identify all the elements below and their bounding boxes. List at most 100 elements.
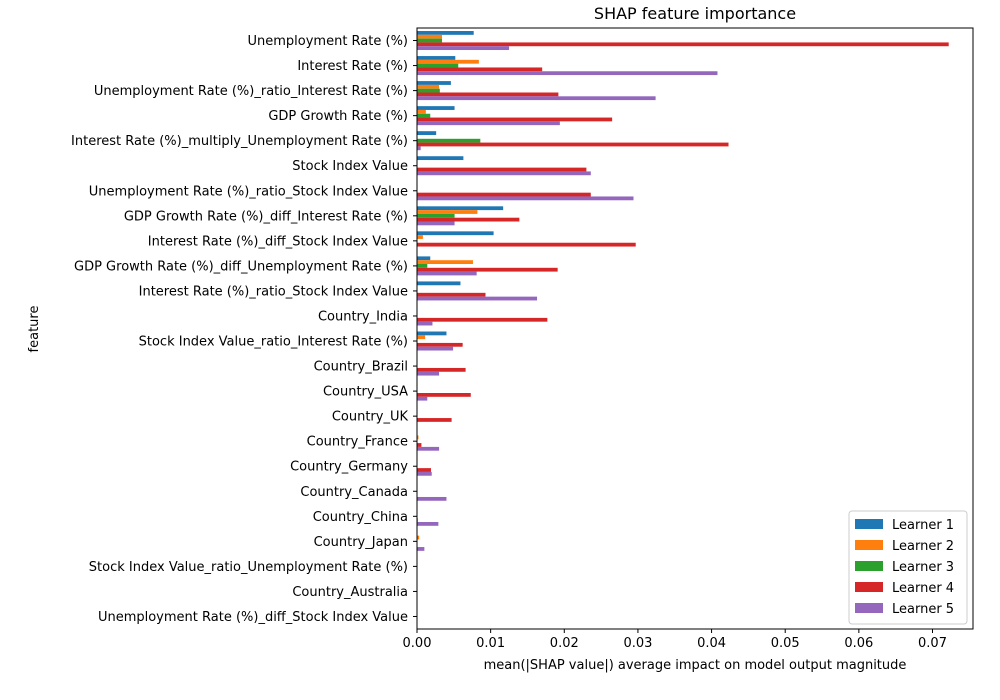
bar-learner-5-4 bbox=[417, 146, 421, 151]
bar-learner-2-0 bbox=[417, 34, 443, 39]
bar-learner-2-1 bbox=[417, 59, 479, 64]
bar-learner-4-16 bbox=[417, 443, 422, 447]
legend-swatch bbox=[855, 519, 883, 529]
y-tick-label: Stock Index Value_ratio_Unemployment Rat… bbox=[89, 560, 408, 575]
y-tick-label: Country_Germany bbox=[290, 460, 408, 475]
y-tick-label: Unemployment Rate (%)_diff_Stock Index V… bbox=[98, 610, 408, 625]
y-tick-label: Country_France bbox=[307, 435, 408, 450]
bar-learner-4-7 bbox=[417, 217, 520, 222]
bar-learner-3-0 bbox=[417, 38, 443, 43]
legend-label: Learner 3 bbox=[892, 560, 954, 575]
bar-learner-4-5 bbox=[417, 167, 587, 172]
bar-learner-5-9 bbox=[417, 271, 477, 276]
bar-learner-3-7 bbox=[417, 213, 455, 218]
bar-learner-4-9 bbox=[417, 267, 558, 272]
bar-learner-5-14 bbox=[417, 396, 428, 401]
bar-learner-2-12 bbox=[417, 335, 426, 340]
y-tick-label: Unemployment Rate (%)_ratio_Stock Index … bbox=[89, 184, 408, 199]
y-tick-label: Unemployment Rate (%) bbox=[248, 34, 409, 49]
bar-learner-1-4 bbox=[417, 131, 437, 135]
x-tick-label: 0.07 bbox=[918, 636, 947, 651]
bar-learner-4-13 bbox=[417, 367, 466, 372]
bar-learner-5-1 bbox=[417, 71, 718, 76]
x-tick-label: 0.00 bbox=[403, 636, 432, 651]
bar-learner-2-20 bbox=[417, 535, 420, 540]
bar-learner-1-10 bbox=[417, 281, 461, 286]
bar-learner-3-9 bbox=[417, 264, 428, 268]
bar-learner-4-2 bbox=[417, 92, 559, 97]
bar-learner-4-14 bbox=[417, 393, 471, 397]
bar-learner-5-12 bbox=[417, 346, 454, 351]
legend-swatch bbox=[855, 582, 883, 592]
bar-learner-1-8 bbox=[417, 231, 494, 236]
bar-learner-2-3 bbox=[417, 109, 426, 114]
y-tick-label: Interest Rate (%)_diff_Stock Index Value bbox=[148, 234, 408, 249]
bar-learner-4-4 bbox=[417, 142, 729, 147]
bar-learner-1-7 bbox=[417, 206, 504, 211]
bar-learner-4-1 bbox=[417, 67, 543, 72]
bar-learner-1-3 bbox=[417, 106, 455, 110]
bar-learner-4-3 bbox=[417, 117, 613, 122]
x-axis-ticks: 0.00 0.01 0.02 0.03 0.04 0.05 0.06 0.07 bbox=[403, 629, 947, 651]
x-tick-label: 0.02 bbox=[550, 636, 579, 651]
bar-learner-2-9 bbox=[417, 260, 473, 264]
y-tick-label: Country_Canada bbox=[300, 485, 408, 500]
bar-learner-5-0 bbox=[417, 46, 510, 51]
bar-learner-5-17 bbox=[417, 471, 432, 476]
y-tick-label: Country_Australia bbox=[292, 585, 408, 600]
y-tick-label: Stock Index Value_ratio_Interest Rate (%… bbox=[139, 335, 408, 350]
bar-learner-5-3 bbox=[417, 121, 560, 126]
legend-label: Learner 4 bbox=[892, 581, 954, 596]
bar-learner-3-2 bbox=[417, 88, 440, 93]
bar-learner-5-6 bbox=[417, 196, 634, 201]
bar-learner-4-10 bbox=[417, 292, 486, 297]
legend: Learner 1 Learner 2 Learner 3 Learner 4 Lear… bbox=[848, 510, 968, 625]
y-tick-label: Interest Rate (%) bbox=[297, 59, 408, 74]
y-axis-label: feature bbox=[27, 306, 42, 353]
bar-learner-5-20 bbox=[417, 547, 425, 551]
bar-learner-4-12 bbox=[417, 342, 463, 347]
y-tick-label: Interest Rate (%)_ratio_Stock Index Valu… bbox=[139, 284, 408, 299]
y-tick-label: GDP Growth Rate (%)_diff_Unemployment Ra… bbox=[74, 259, 408, 274]
bar-learner-4-17 bbox=[417, 468, 431, 472]
y-tick-label: Stock Index Value bbox=[292, 159, 408, 174]
bar-learner-2-7 bbox=[417, 210, 478, 214]
legend-swatch bbox=[855, 603, 883, 613]
legend-swatch bbox=[855, 540, 883, 550]
y-tick-label: Country_India bbox=[318, 309, 408, 324]
x-tick-label: 0.03 bbox=[623, 636, 652, 651]
bar-learner-2-2 bbox=[417, 84, 440, 89]
y-tick-label: Country_USA bbox=[323, 385, 408, 400]
legend-label: Learner 1 bbox=[892, 518, 954, 533]
bar-learner-5-10 bbox=[417, 296, 538, 301]
bar-learner-4-0 bbox=[417, 42, 949, 47]
x-axis-label: mean(|SHAP value|) average impact on mod… bbox=[484, 658, 907, 673]
y-tick-label: Country_Brazil bbox=[314, 360, 408, 375]
y-tick-label: GDP Growth Rate (%) bbox=[268, 109, 408, 124]
bar-learner-5-11 bbox=[417, 321, 433, 326]
bars-group bbox=[417, 31, 949, 551]
bar-learner-5-18 bbox=[417, 496, 447, 501]
bar-learner-4-15 bbox=[417, 418, 452, 422]
bar-learner-3-1 bbox=[417, 63, 459, 68]
bar-learner-4-11 bbox=[417, 317, 548, 322]
legend-label: Learner 2 bbox=[892, 539, 954, 554]
chart-title: SHAP feature importance bbox=[594, 4, 796, 23]
bar-learner-5-7 bbox=[417, 221, 455, 226]
x-tick-label: 0.05 bbox=[771, 636, 800, 651]
bar-learner-5-5 bbox=[417, 171, 591, 176]
legend-label: Learner 5 bbox=[892, 602, 954, 617]
y-tick-label: GDP Growth Rate (%)_diff_Interest Rate (… bbox=[124, 209, 408, 224]
y-axis-ticks: Unemployment Rate (%) Interest Rate (%) Un… bbox=[71, 34, 417, 625]
bar-learner-1-1 bbox=[417, 56, 456, 60]
bar-learner-1-9 bbox=[417, 256, 431, 261]
y-tick-label: Country_UK bbox=[332, 410, 409, 425]
bar-learner-4-8 bbox=[417, 242, 636, 247]
x-tick-label: 0.01 bbox=[476, 636, 505, 651]
bar-learner-1-5 bbox=[417, 156, 464, 161]
y-tick-label: Country_China bbox=[313, 510, 408, 525]
bar-learner-3-4 bbox=[417, 138, 481, 143]
bar-learner-5-19 bbox=[417, 522, 439, 526]
y-tick-label: Country_Japan bbox=[314, 535, 408, 550]
legend-swatch bbox=[855, 561, 883, 571]
